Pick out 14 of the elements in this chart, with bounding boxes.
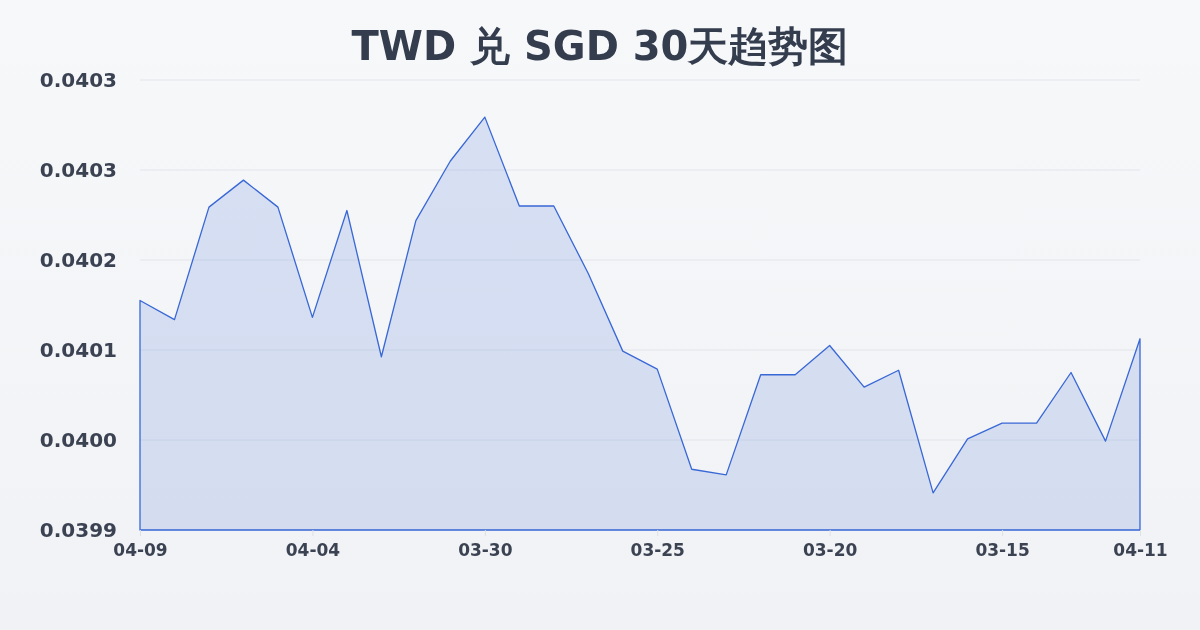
x-tick-label: 03-20: [802, 540, 858, 561]
y-tick-label: 0.0400: [39, 427, 117, 452]
x-tick-label: 04-09: [113, 540, 168, 561]
y-tick-label: 0.0401: [39, 337, 117, 362]
y-tick-label: 0.0403: [39, 157, 117, 182]
y-tick-label: 0.0403: [39, 67, 117, 92]
y-tick-label: 0.0399: [39, 517, 117, 542]
chart-title: TWD 兑 SGD 30天趋势图: [351, 23, 849, 69]
x-tick-label: 04-04: [285, 540, 341, 561]
x-tick-label: 04-11: [1113, 540, 1168, 561]
x-tick-label: 03-25: [630, 540, 685, 561]
x-tick-label: 03-15: [975, 540, 1030, 561]
x-tick-label: 03-30: [458, 540, 513, 561]
y-tick-label: 0.0402: [39, 247, 117, 272]
